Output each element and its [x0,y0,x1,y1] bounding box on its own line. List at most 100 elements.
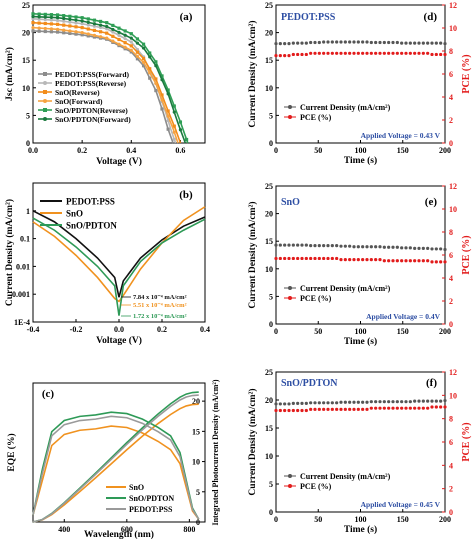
data-point [382,245,386,249]
data-point [335,401,339,405]
data-point [330,244,334,248]
integrated-current-line [32,403,199,523]
data-point [160,78,164,82]
annotation-text: Applied Voltage = 0.43 V [361,131,441,140]
data-point [365,51,369,55]
legend-label: Current Density (mA/cm²) [300,103,391,112]
data-point [413,246,417,250]
data-point [62,14,66,18]
data-point [154,81,158,85]
data-point [434,247,438,251]
data-point [330,51,334,55]
legend-swatch-marker [43,99,47,103]
y-tick-label: 20 [265,210,273,219]
data-point [129,44,133,48]
data-point [135,57,140,61]
panel-a-frame [32,4,206,144]
data-point [369,258,373,262]
series-line [32,206,206,303]
eqe-line [32,411,200,520]
data-point [426,41,430,45]
data-point [408,41,412,45]
data-point [80,26,84,30]
data-point [309,407,313,411]
data-point [326,401,330,405]
data-point [439,405,443,409]
data-point [378,40,382,45]
data-point [348,244,352,248]
data-point [105,27,109,31]
data-point [317,40,321,45]
data-point [404,51,408,55]
x-tick-label: 50 [314,515,322,524]
data-point [105,21,109,25]
data-point [55,18,60,23]
y2-tick-label: 12 [449,1,457,10]
data-point [417,51,421,55]
data-point [55,16,60,20]
data-point [387,400,391,404]
data-point [105,36,109,40]
data-point [160,93,164,97]
data-point [283,42,287,46]
data-point [430,41,434,45]
data-point [417,406,421,410]
data-point [313,401,317,405]
x-axis-label: Time (s) [344,524,377,535]
eqe-line [32,415,200,520]
data-point [300,243,304,247]
data-point [86,32,90,36]
data-point [313,244,317,248]
data-point [309,256,313,261]
data-point [374,245,378,249]
data-point [86,17,90,21]
y2-tick-label: 0 [449,139,453,148]
data-point [330,256,334,261]
data-point [378,245,382,249]
data-point [300,408,304,413]
data-point [304,401,308,405]
y-tick-label: 0 [269,508,273,517]
data-point [111,34,115,38]
y2-tick-label: 10 [449,391,457,400]
data-point [43,18,47,22]
data-point [98,35,103,39]
data-point [43,15,47,19]
data-point [439,52,443,57]
data-point [395,245,399,249]
data-point [49,30,54,34]
data-point [49,27,54,31]
data-point [395,406,399,410]
data-point [426,246,430,250]
data-point [291,41,295,45]
y-tick-label: 15 [22,56,30,65]
y2-tick-label: 0 [449,508,453,517]
y2-tick-label: 12 [449,368,457,377]
x-tick-label: 0.4 [200,325,210,334]
y-tick-label: 20 [265,396,273,405]
data-point [317,401,321,405]
data-point [80,16,84,20]
legend-label: SnO [129,483,144,492]
data-point [291,401,295,405]
y2-tick-label: 10 [449,24,457,33]
data-point [361,258,365,262]
data-point [141,42,146,46]
data-point [356,400,360,404]
data-point [274,243,278,247]
y2-tick-label: 0 [449,320,453,329]
x-tick-label: 150 [397,146,409,155]
data-point [55,27,60,31]
y-tick-label: 15 [265,56,273,65]
data-point [287,243,291,247]
x-tick-label: 200 [439,515,451,524]
data-point [356,245,360,249]
legend-swatch-marker [288,115,292,119]
y2-tick-label: 10 [192,458,200,467]
data-point [86,20,90,24]
data-point [413,406,417,410]
data-point [417,259,421,263]
data-point [141,64,146,68]
